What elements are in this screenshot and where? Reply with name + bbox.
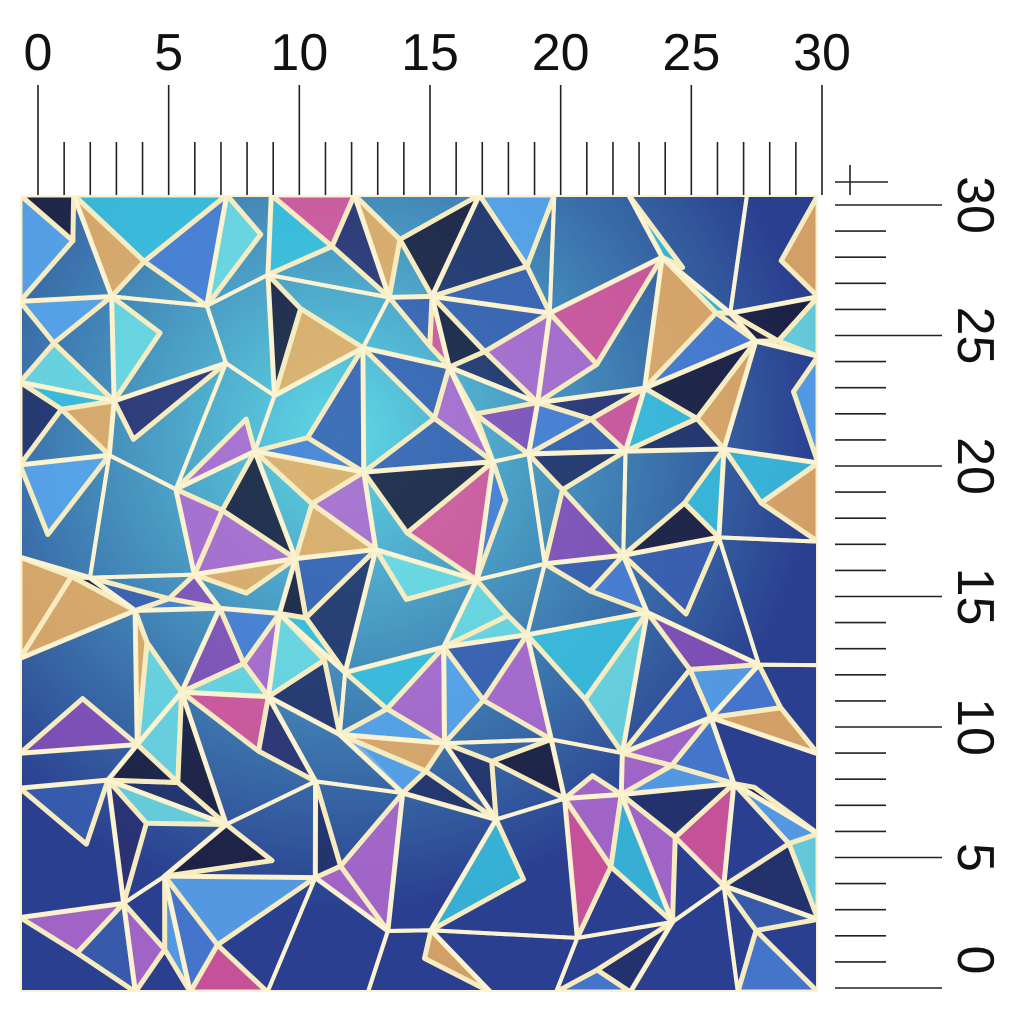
- ruler-label: 25: [662, 24, 720, 82]
- ruler-label: 30: [793, 24, 851, 82]
- glass-cell: [708, 715, 818, 836]
- glass-cell: [721, 781, 818, 922]
- rulers: 0 5 10 15 20 25 30 0 5 10 15 20 25 30: [24, 24, 1004, 989]
- glass-cell: [790, 353, 818, 466]
- glass-cell: [366, 928, 493, 992]
- ruler-label: 15: [946, 568, 1004, 626]
- glass-cell: [728, 195, 818, 316]
- glass-cell: [708, 662, 818, 756]
- ruler-label: 20: [946, 437, 1004, 495]
- glass-cell: [428, 928, 580, 992]
- glass-cell: [554, 919, 675, 992]
- ruler-label: 30: [946, 176, 1004, 234]
- ruler-label: 10: [946, 698, 1004, 756]
- glass-cell: [716, 446, 818, 544]
- pattern: [20, 195, 818, 992]
- glass-cell: [716, 535, 818, 668]
- glass-cell: [553, 967, 633, 992]
- glass-cell: [121, 874, 193, 992]
- glass-cell: [20, 195, 76, 304]
- glass-cell: [265, 875, 390, 992]
- glass-cell: [20, 901, 138, 992]
- glass-cell: [722, 339, 818, 465]
- ruler-label: 0: [24, 24, 53, 82]
- glass-cell: [628, 883, 740, 992]
- glass-cell: [778, 195, 818, 300]
- ruler-label: 5: [946, 843, 1004, 872]
- glass-cell: [735, 928, 818, 992]
- ruler-label: 0: [946, 946, 1004, 975]
- ruler-label: 20: [532, 24, 590, 82]
- glass-cell: [20, 554, 75, 661]
- ruler-label: 10: [270, 24, 328, 82]
- glass-cell: [728, 294, 818, 359]
- glass-cell: [162, 874, 318, 992]
- glass-cell: [758, 460, 818, 545]
- glass-cell: [721, 883, 818, 992]
- ruler-label: 25: [946, 307, 1004, 365]
- ruler-label: 15: [401, 24, 459, 82]
- ruler-label: 5: [154, 24, 183, 82]
- glass-cell: [20, 379, 64, 468]
